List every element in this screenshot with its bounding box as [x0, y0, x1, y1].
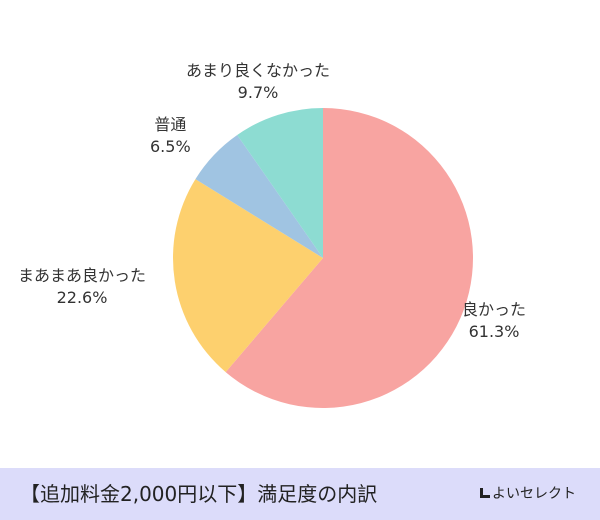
slice-label-good-name: 良かった: [462, 300, 527, 319]
slice-label-good-value: 61.3%: [468, 322, 520, 341]
pie-slice-not-good: [237, 108, 323, 258]
pie-slice-average: [195, 134, 323, 258]
footer-bar: 【追加料金2,000円以下】満足度の内訳 よいセレクト: [0, 468, 600, 520]
brand-logo: よいセレクト: [480, 485, 576, 503]
slice-label-fairly-good-value: 22.6%: [56, 288, 108, 307]
slice-label-average-value: 6.5%: [150, 137, 191, 156]
slice-label-not-good-name: あまり良くなかった: [186, 61, 331, 80]
slice-label-average-name: 普通: [154, 115, 187, 134]
brand-name: よいセレクト: [492, 486, 576, 502]
slice-label-fairly-good: まあまあ良かった 22.6%: [18, 265, 146, 309]
slice-label-good: 良かった 61.3%: [462, 299, 526, 343]
slice-label-not-good: あまり良くなかった 9.7%: [186, 60, 330, 104]
pie-slice-fairly-good: [172, 179, 323, 373]
brand-mark-icon: [480, 488, 490, 498]
pie-chart: [172, 108, 473, 408]
slice-label-average: 普通 6.5%: [150, 114, 191, 158]
footer-title: 【追加料金2,000円以下】満足度の内訳: [20, 482, 378, 506]
slice-label-not-good-value: 9.7%: [237, 83, 279, 102]
slice-label-fairly-good-name: まあまあ良かった: [18, 266, 147, 285]
pie-slice-good: [225, 108, 473, 408]
